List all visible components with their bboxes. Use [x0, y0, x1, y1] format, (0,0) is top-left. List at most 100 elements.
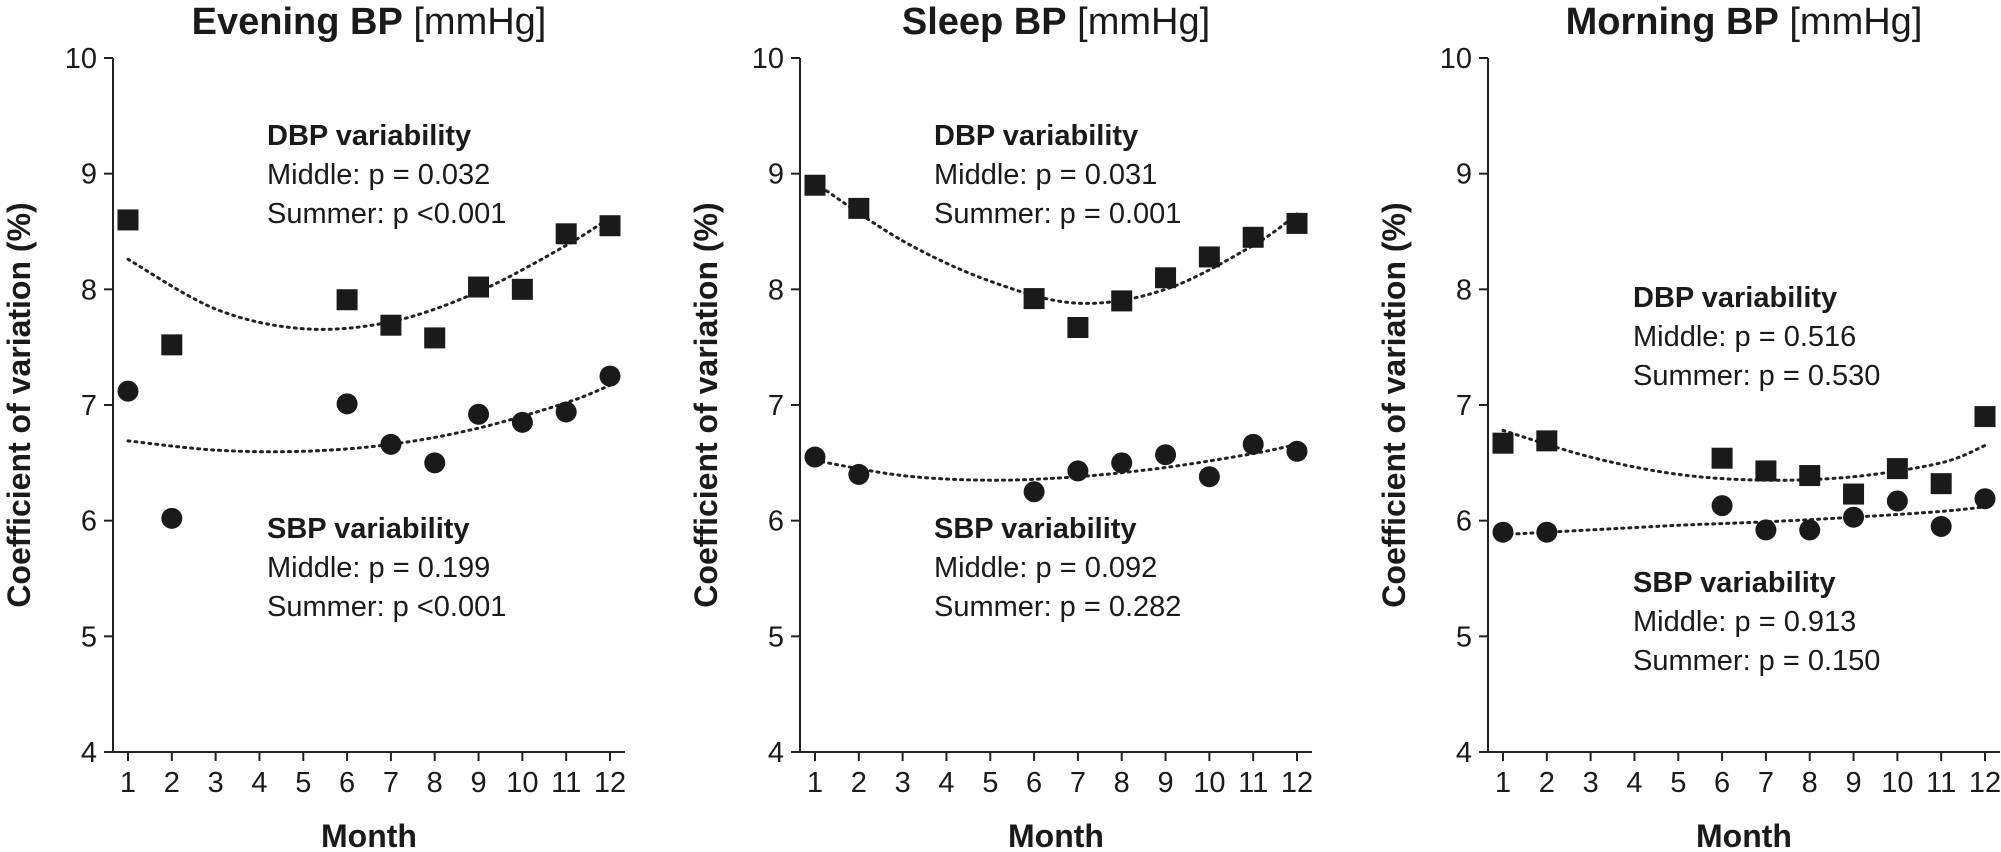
dbp-point	[1492, 432, 1514, 454]
x-tick-label: 12	[594, 767, 626, 799]
y-tick-label: 6	[1456, 506, 1472, 538]
dbp-point	[599, 215, 621, 237]
y-axis-title: Coefficient of variation (%)	[1, 202, 37, 607]
x-tick-label: 10	[506, 767, 538, 799]
panel-title-name: Evening BP	[192, 1, 403, 43]
y-tick-label: 6	[768, 506, 784, 538]
sbp-point	[1067, 460, 1089, 482]
x-tick-label: 11	[1238, 767, 1268, 799]
x-tick-label: 5	[982, 767, 998, 799]
x-tick-label: 10	[1193, 767, 1225, 799]
sbp-annotation: SBP variability Middle: p = 0.199 Summer: …	[267, 513, 506, 623]
sbp-point	[511, 411, 533, 433]
dbp-annotation-line: Summer: p <0.001	[267, 198, 506, 230]
x-tick-label: 4	[251, 767, 267, 799]
dbp-point	[380, 314, 402, 336]
sbp-point	[1198, 466, 1220, 488]
dbp-point	[555, 223, 577, 245]
sbp-point	[1492, 521, 1514, 543]
x-tick-label: 5	[1670, 767, 1686, 799]
x-tick-label: 6	[1026, 767, 1042, 799]
x-tick-label: 1	[1495, 767, 1511, 799]
sbp-point	[424, 452, 446, 474]
sbp-annotation-line: Summer: p <0.001	[267, 591, 506, 623]
dbp-annotation-title: DBP variability	[1633, 282, 1837, 314]
x-tick-label: 3	[895, 767, 911, 799]
x-tick-label: 6	[1714, 767, 1730, 799]
y-tick-label: 8	[81, 274, 97, 306]
dbp-annotation-line: Summer: p = 0.530	[1633, 360, 1880, 392]
dbp-point	[1023, 288, 1045, 310]
sbp-point	[1755, 519, 1777, 541]
sbp-annotation-line: Middle: p = 0.092	[934, 552, 1157, 584]
x-tick-label: 7	[383, 767, 399, 799]
dbp-point	[1799, 465, 1821, 487]
sbp-trend-line	[126, 383, 612, 454]
x-tick-label: 10	[1881, 767, 1913, 799]
dbp-point	[1755, 460, 1777, 482]
x-tick-label: 6	[339, 767, 355, 799]
panel-title-unit: [mmHg]	[1067, 1, 1211, 43]
x-tick-label: 9	[470, 767, 486, 799]
dbp-annotation: DBP variability Middle: p = 0.031 Summer: …	[934, 120, 1181, 230]
x-tick-label: 4	[938, 767, 954, 799]
x-axis-title: Month	[1696, 818, 1792, 852]
sbp-point	[848, 463, 870, 485]
x-axis-title: Month	[321, 818, 417, 852]
y-tick-label: 4	[1456, 737, 1472, 769]
y-tick-label: 7	[81, 390, 97, 422]
dbp-annotation: DBP variability Middle: p = 0.032 Summer: …	[267, 120, 506, 230]
sbp-point	[804, 446, 826, 468]
sbp-annotation-title: SBP variability	[1633, 567, 1836, 599]
x-tick-label: 4	[1626, 767, 1642, 799]
dbp-point	[1536, 430, 1558, 452]
panel-title: Evening BP [mmHg]	[192, 1, 547, 43]
dbp-series: DBP variability Middle: p = 0.032 Summer: …	[117, 120, 621, 356]
dbp-point	[1930, 473, 1952, 495]
x-tick-label: 11	[551, 767, 581, 799]
y-tick-label: 8	[768, 274, 784, 306]
dbp-series: DBP variability Middle: p = 0.031 Summer: …	[804, 120, 1308, 339]
y-tick-label: 9	[1456, 159, 1472, 191]
sbp-annotation: SBP variability Middle: p = 0.913 Summer: …	[1633, 567, 1880, 677]
dbp-point	[1198, 246, 1220, 268]
y-axis-title: Coefficient of variation (%)	[1376, 202, 1412, 607]
x-tick-label: 2	[164, 767, 180, 799]
dbp-point	[1286, 212, 1308, 234]
x-tick-label: 8	[1802, 767, 1818, 799]
dbp-annotation-line: Middle: p = 0.516	[1633, 321, 1856, 353]
x-tick-label: 3	[1583, 767, 1599, 799]
x-tick-label: 11	[1926, 767, 1956, 799]
sbp-annotation-line: Summer: p = 0.150	[1633, 645, 1880, 677]
dbp-point	[117, 209, 139, 231]
dbp-point	[161, 334, 183, 356]
y-tick-label: 8	[1456, 274, 1472, 306]
sbp-annotation: SBP variability Middle: p = 0.092 Summer: …	[934, 513, 1181, 623]
y-tick-label: 5	[1456, 621, 1472, 653]
sbp-point	[1974, 488, 1996, 510]
dbp-point	[1067, 317, 1089, 339]
dbp-point	[1974, 406, 1996, 428]
sbp-point	[1843, 506, 1865, 528]
x-tick-label: 2	[1539, 767, 1555, 799]
sbp-point	[1111, 452, 1133, 474]
sbp-series: SBP variability Middle: p = 0.092 Summer: …	[804, 433, 1308, 623]
y-tick-label: 7	[1456, 390, 1472, 422]
dbp-annotation: DBP variability Middle: p = 0.516 Summer: …	[1633, 282, 1880, 392]
sbp-point	[1536, 521, 1558, 543]
dbp-trend-line	[126, 216, 612, 331]
x-tick-label: 5	[295, 767, 311, 799]
y-tick-label: 6	[81, 506, 97, 538]
y-tick-label: 7	[768, 390, 784, 422]
y-axis-title: Coefficient of variation (%)	[688, 202, 724, 607]
x-tick-label: 9	[1157, 767, 1173, 799]
dbp-point	[848, 197, 870, 219]
y-tick-label: 4	[768, 737, 784, 769]
panel-title-unit: [mmHg]	[1779, 1, 1923, 43]
panel-title: Sleep BP [mmHg]	[902, 1, 1210, 43]
dbp-point	[1711, 447, 1733, 469]
x-tick-label: 1	[807, 767, 823, 799]
sbp-annotation-title: SBP variability	[267, 513, 470, 545]
dbp-point	[1886, 458, 1908, 480]
